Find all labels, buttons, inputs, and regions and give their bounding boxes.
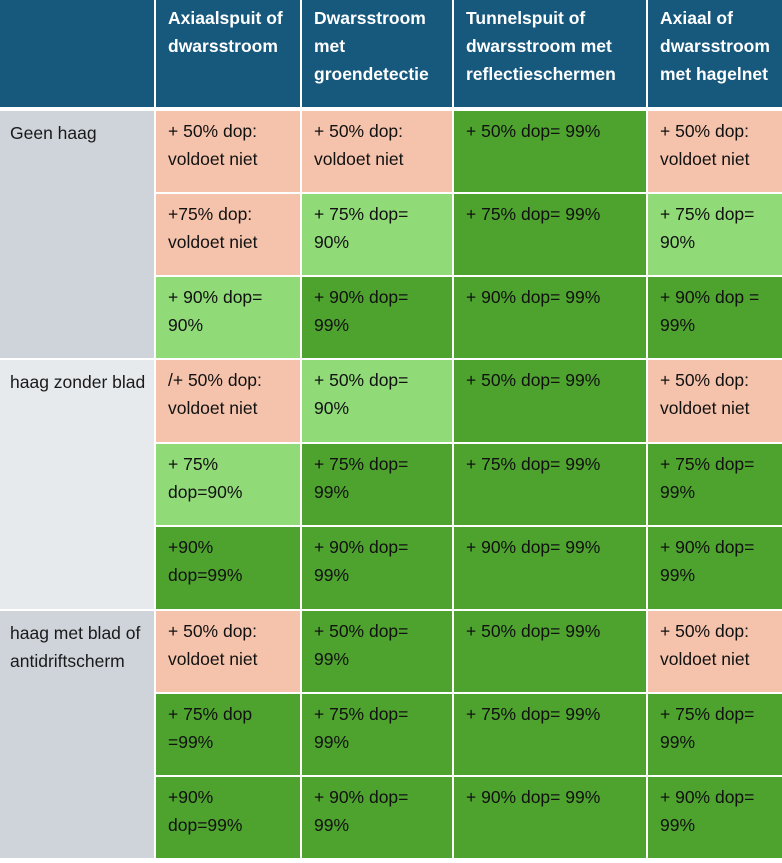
table-cell: + 75% dop =99% xyxy=(156,694,300,777)
table-cell: + 90% dop= 99% xyxy=(648,777,782,860)
table-cell: + 90% dop= 99% xyxy=(454,777,646,860)
table-cell: + 50% dop= 99% xyxy=(454,111,646,194)
table-cell: + 75% dop= 99% xyxy=(302,694,452,777)
table-cell: + 90% dop= 99% xyxy=(302,527,452,611)
table-cell: + 75% dop= 99% xyxy=(454,694,646,777)
table-cell: + 50% dop= 99% xyxy=(302,611,452,694)
table-cell: + 50% dop= 99% xyxy=(454,611,646,694)
row-group-label-haag-zonder-blad: haag zonder blad xyxy=(0,360,154,611)
table-cell: + 75% dop= 99% xyxy=(454,194,646,277)
table-cell: + 50% dop: voldoet niet xyxy=(648,611,782,694)
table-cell: + 75% dop= 99% xyxy=(454,444,646,527)
row-group-label-geen-haag: Geen haag xyxy=(0,111,154,360)
table-cell: + 50% dop: voldoet niet xyxy=(648,111,782,194)
table-cell: + 50% dop= 90% xyxy=(302,360,452,444)
column-header-groendetectie: Dwarsstroom met groendetectie xyxy=(302,0,452,111)
column-header-hagelnet: Axiaal of dwarsstroom met hagelnet xyxy=(648,0,782,111)
table-cell: + 75% dop= 90% xyxy=(302,194,452,277)
row-group-label-haag-met-blad: haag met blad of antidriftscherm xyxy=(0,611,154,860)
table-cell: + 50% dop: voldoet niet xyxy=(648,360,782,444)
header-corner-cell xyxy=(0,0,154,111)
table-cell: + 90% dop= 99% xyxy=(648,527,782,611)
table-cell: + 75% dop= 99% xyxy=(302,444,452,527)
column-header-tunnelspuit: Tunnelspuit of dwarsstroom met reflectie… xyxy=(454,0,646,111)
table-cell: + 90% dop= 99% xyxy=(302,277,452,360)
table-cell: + 90% dop= 99% xyxy=(302,777,452,860)
table-cell: + 90% dop= 99% xyxy=(454,277,646,360)
table-cell: + 75% dop=90% xyxy=(156,444,300,527)
table-cell: + 75% dop= 99% xyxy=(648,444,782,527)
table-cell: +90% dop=99% xyxy=(156,777,300,860)
table-cell: + 50% dop: voldoet niet xyxy=(156,611,300,694)
column-header-axiaalspuit: Axiaalspuit of dwarsstroom xyxy=(156,0,300,111)
table-cell: + 75% dop= 99% xyxy=(648,694,782,777)
table-cell: + 90% dop = 99% xyxy=(648,277,782,360)
table-cell: + 50% dop= 99% xyxy=(454,360,646,444)
table-cell: + 90% dop= 99% xyxy=(454,527,646,611)
table-cell: +90% dop=99% xyxy=(156,527,300,611)
table-cell: /+ 50% dop: voldoet niet xyxy=(156,360,300,444)
table-cell: + 75% dop= 90% xyxy=(648,194,782,277)
table-cell: + 90% dop= 90% xyxy=(156,277,300,360)
table-cell: + 50% dop: voldoet niet xyxy=(156,111,300,194)
table-cell: + 50% dop: voldoet niet xyxy=(302,111,452,194)
table-cell: +75% dop: voldoet niet xyxy=(156,194,300,277)
